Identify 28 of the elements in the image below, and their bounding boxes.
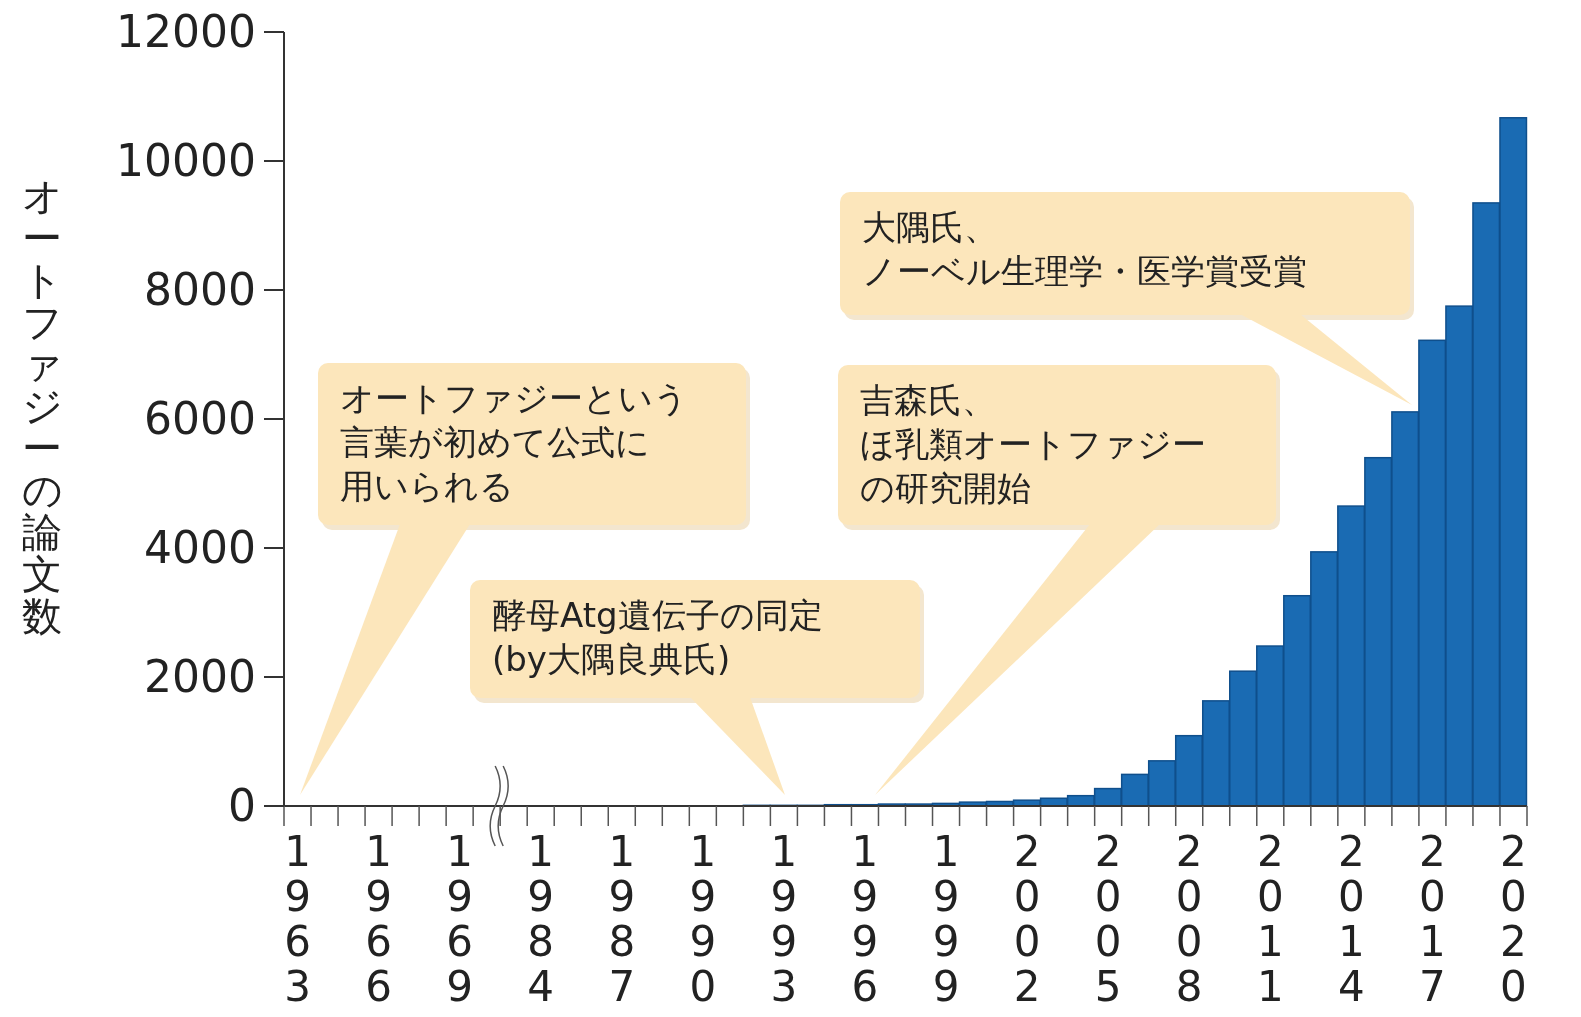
x-tick-label: 2005 — [1094, 827, 1122, 1011]
x-tick-label: 2017 — [1419, 827, 1446, 1011]
x-tick-label: 1963 — [284, 827, 311, 1011]
x-tick-label: 1969 — [446, 827, 474, 1011]
y-tick-label: 6000 — [144, 393, 256, 444]
x-tick-label: 1984 — [527, 827, 555, 1011]
x-tick-label: 1990 — [689, 827, 717, 1011]
annotation: オートファジーという言葉が初めて公式に用いられる — [340, 378, 688, 506]
x-tick-label: 1993 — [770, 827, 798, 1011]
y-tick-label: 10000 — [116, 135, 256, 186]
annotation: 酵母Atg遺伝子の同定(by大隅良典氏) — [492, 595, 823, 679]
annotation: 吉森氏、ほ乳類オートファジーの研究開始 — [860, 380, 1206, 508]
x-tick-label: 1987 — [608, 827, 636, 1011]
x-tick-label: 2011 — [1256, 827, 1284, 1011]
x-tick-label: 1966 — [365, 827, 392, 1011]
y-tick-label: 2000 — [144, 651, 256, 702]
y-tick-label: 0 — [228, 780, 256, 831]
y-tick-label: 12000 — [116, 6, 256, 57]
x-tick-label: 2020 — [1500, 827, 1527, 1011]
x-tick-label: 2014 — [1337, 827, 1365, 1011]
y-tick-label: 4000 — [144, 522, 256, 573]
x-tick-label: 1999 — [932, 827, 960, 1011]
y-tick-label: 8000 — [144, 264, 256, 315]
x-tick-label: 2008 — [1175, 827, 1203, 1011]
annotation: 大隅氏、ノーベル生理学・医学賞受賞 — [862, 207, 1307, 291]
x-tick-label: 1996 — [851, 827, 879, 1011]
x-tick-label: 2002 — [1013, 827, 1041, 1011]
text: オートファジーの論文数 — [21, 173, 63, 639]
